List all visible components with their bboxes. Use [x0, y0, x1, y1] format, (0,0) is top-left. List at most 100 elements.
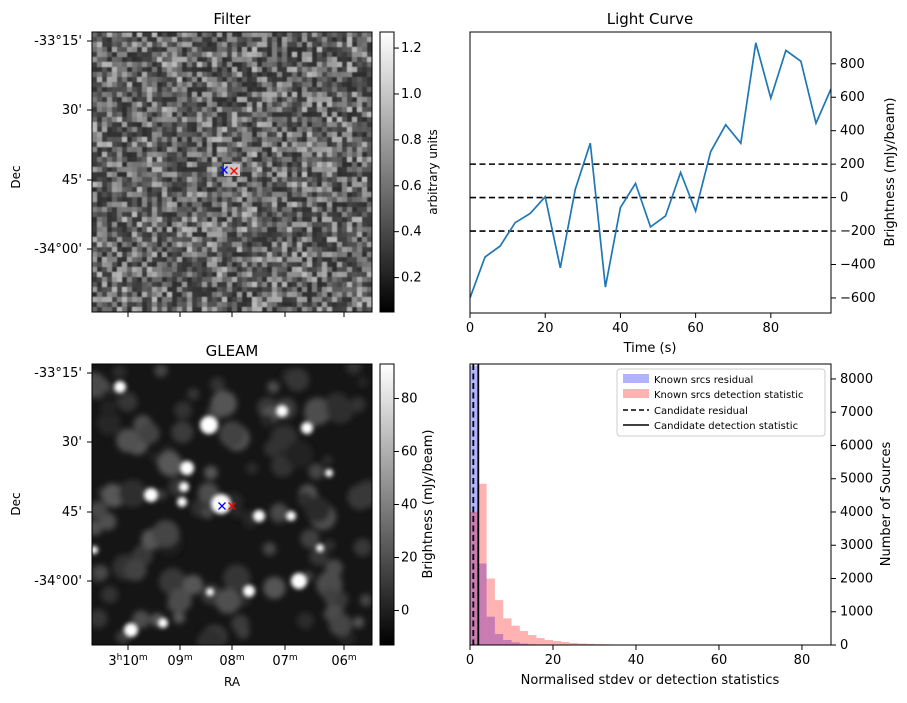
filter-pixel — [162, 217, 167, 222]
filter-pixel — [327, 272, 332, 277]
filter-pixel — [212, 247, 217, 252]
filter-pixel — [197, 122, 202, 127]
filter-pixel — [222, 282, 227, 287]
filter-pixel — [152, 62, 157, 67]
filter-pixel — [307, 237, 312, 242]
filter-pixel — [262, 237, 267, 242]
gleam-xlabel: RA — [224, 675, 241, 689]
filter-pixel — [122, 62, 127, 67]
filter-pixel — [257, 67, 262, 72]
filter-pixel — [132, 107, 137, 112]
filter-pixel — [122, 52, 127, 57]
filter-pixel — [277, 252, 282, 257]
filter-pixel — [267, 257, 272, 262]
filter-pixel — [217, 297, 222, 302]
filter-pixel — [252, 67, 257, 72]
filter-pixel — [282, 117, 287, 122]
filter-pixel — [357, 227, 362, 232]
filter-pixel — [357, 202, 362, 207]
filter-pixel — [182, 267, 187, 272]
filter-pixel — [212, 92, 217, 97]
filter-pixel — [332, 277, 337, 282]
filter-pixel — [242, 62, 247, 67]
filter-pixel — [362, 52, 367, 57]
filter-pixel — [302, 237, 307, 242]
filter-pixel — [167, 287, 172, 292]
filter-pixel — [322, 252, 327, 257]
filter-pixel — [147, 32, 152, 37]
filter-pixel — [247, 172, 252, 177]
filter-pixel — [192, 227, 197, 232]
filter-pixel — [257, 187, 262, 192]
filter-pixel — [257, 202, 262, 207]
filter-pixel — [277, 52, 282, 57]
filter-pixel — [307, 222, 312, 227]
filter-pixel — [242, 112, 247, 117]
filter-pixel — [322, 42, 327, 47]
filter-pixel — [122, 242, 127, 247]
filter-pixel — [362, 217, 367, 222]
filter-pixel — [302, 262, 307, 267]
filter-pixel — [172, 192, 177, 197]
filter-pixel — [342, 92, 347, 97]
filter-pixel — [142, 77, 147, 82]
filter-pixel — [282, 62, 287, 67]
filter-pixel — [287, 127, 292, 132]
filter-pixel — [117, 137, 122, 142]
filter-pixel — [157, 152, 162, 157]
filter-pixel — [292, 292, 297, 297]
filter-pixel — [307, 227, 312, 232]
filter-pixel — [172, 277, 177, 282]
filter-pixel — [277, 112, 282, 117]
filter-pixel — [352, 117, 357, 122]
filter-pixel — [122, 217, 127, 222]
gleam-xtick-label: 09m — [167, 653, 192, 669]
filter-pixel — [352, 112, 357, 117]
filter-pixel — [292, 42, 297, 47]
filter-pixel — [257, 52, 262, 57]
filter-pixel — [257, 157, 262, 162]
filter-pixel — [102, 42, 107, 47]
filter-pixel — [232, 107, 237, 112]
filter-pixel — [187, 267, 192, 272]
filter-pixel — [137, 237, 142, 242]
filter-pixel — [172, 152, 177, 157]
filter-pixel — [107, 102, 112, 107]
filter-pixel — [232, 152, 237, 157]
filter-pixel — [272, 242, 277, 247]
filter-pixel — [157, 62, 162, 67]
histogram-bar-known-detection — [478, 484, 486, 645]
filter-pixel — [272, 247, 277, 252]
filter-pixel — [342, 177, 347, 182]
filter-pixel — [242, 47, 247, 52]
filter-pixel — [222, 297, 227, 302]
filter-pixel — [167, 82, 172, 87]
filter-pixel — [117, 192, 122, 197]
filter-pixel — [162, 42, 167, 47]
filter-pixel — [192, 112, 197, 117]
filter-pixel — [107, 52, 112, 57]
filter-pixel — [327, 142, 332, 147]
filter-pixel — [182, 292, 187, 297]
filter-pixel — [107, 142, 112, 147]
filter-pixel — [262, 112, 267, 117]
filter-pixel — [277, 67, 282, 72]
filter-pixel — [332, 257, 337, 262]
filter-pixel — [197, 72, 202, 77]
filter-pixel — [237, 232, 242, 237]
filter-pixel — [307, 112, 312, 117]
filter-pixel — [332, 117, 337, 122]
filter-pixel — [227, 187, 232, 192]
filter-pixel — [307, 197, 312, 202]
filter-pixel — [262, 52, 267, 57]
filter-pixel — [132, 82, 137, 87]
filter-pixel — [232, 277, 237, 282]
filter-pixel — [257, 257, 262, 262]
gleam-source — [90, 546, 98, 554]
filter-pixel — [332, 207, 337, 212]
filter-pixel — [267, 92, 272, 97]
filter-pixel — [197, 167, 202, 172]
filter-pixel — [327, 102, 332, 107]
